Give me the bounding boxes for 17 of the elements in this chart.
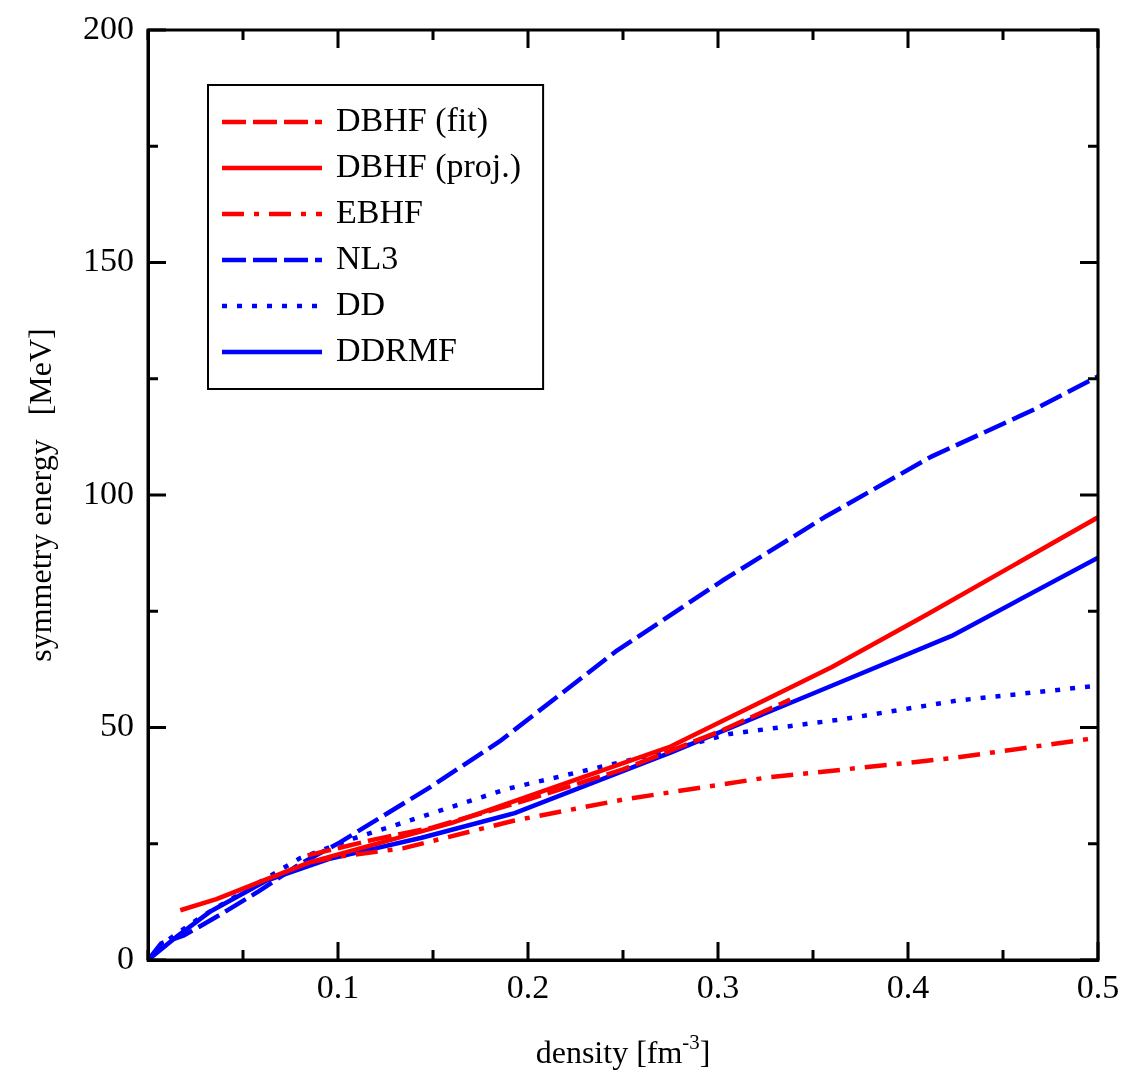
y-axis-title: symmetry energy [MeV] bbox=[22, 328, 59, 662]
legend-label: EBHF bbox=[336, 192, 423, 230]
legend-label: DBHF (proj.) bbox=[336, 146, 522, 185]
legend-label: NL3 bbox=[336, 238, 399, 276]
x-tick-label: 0.5 bbox=[1076, 967, 1120, 1005]
legend-label: DD bbox=[336, 284, 386, 322]
x-tick-label: 0.3 bbox=[696, 967, 740, 1005]
x-tick-label: 0.4 bbox=[886, 967, 930, 1005]
y-tick-label: 200 bbox=[83, 8, 134, 46]
y-tick-label: 50 bbox=[100, 706, 134, 744]
legend-label: DBHF (fit) bbox=[336, 100, 489, 139]
y-tick-label: 0 bbox=[117, 938, 134, 976]
y-tick-label: 150 bbox=[83, 241, 134, 279]
y-tick-label: 100 bbox=[83, 473, 134, 511]
x-tick-label: 0.1 bbox=[316, 967, 360, 1005]
legend-label: DDRMF bbox=[336, 330, 457, 368]
x-tick-label: 0.2 bbox=[506, 967, 550, 1005]
